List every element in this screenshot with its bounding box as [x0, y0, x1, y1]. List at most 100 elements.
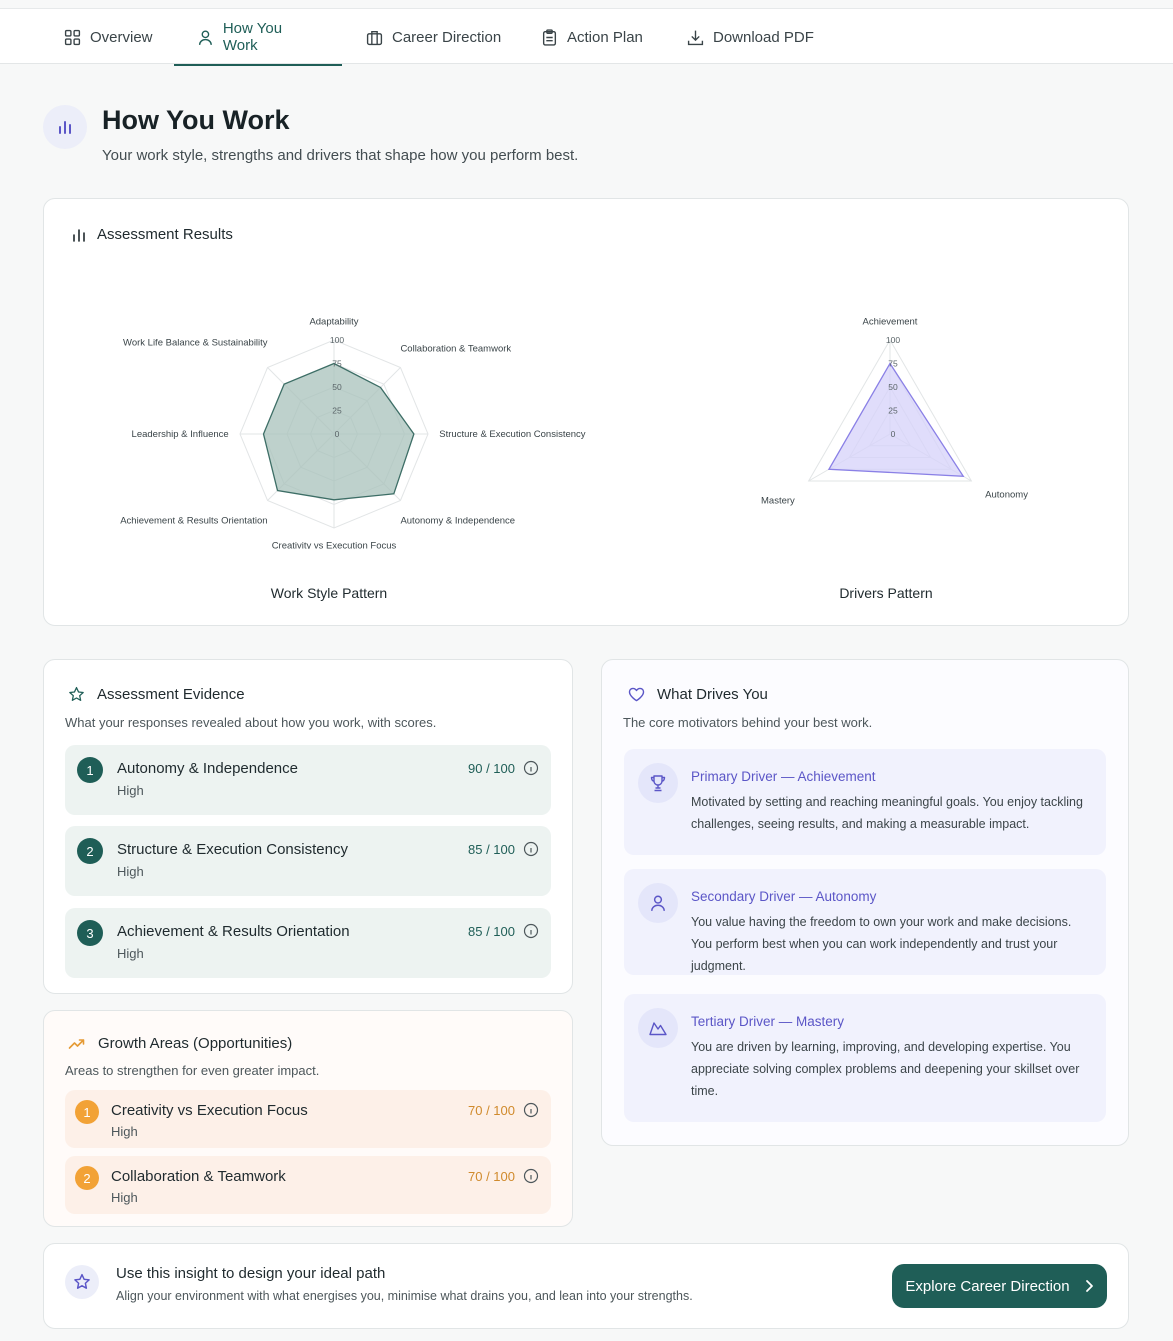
clipboard-icon [542, 28, 557, 46]
star-icon [65, 1265, 99, 1299]
driver-item-tertiary: Tertiary Driver — Mastery You are driven… [624, 994, 1106, 1122]
driver-title: Secondary Driver — Autonomy [691, 889, 877, 904]
driver-item-secondary: Secondary Driver — Autonomy You value ha… [624, 869, 1106, 975]
mountain-icon [638, 1008, 678, 1048]
info-icon[interactable] [523, 841, 539, 857]
drivers-subtitle: The core motivators behind your best wor… [623, 715, 873, 730]
cta-card: Use this insight to design your ideal pa… [43, 1243, 1129, 1329]
radar-category-label: Adaptability [309, 317, 358, 328]
tab-how-you-work[interactable]: How You Work [174, 9, 342, 66]
radar-tick-label: 75 [332, 359, 342, 369]
radar-category-label: Achievement [863, 317, 918, 328]
radar-series-area [827, 362, 965, 478]
radar-tick-label: 50 [332, 382, 342, 392]
explore-career-direction-button[interactable]: Explore Career Direction [892, 1264, 1107, 1308]
growth-item-score: 70 / 100 [468, 1169, 515, 1184]
chevron-right-icon [1085, 1280, 1093, 1292]
radar-category-label: Autonomy & Independence [400, 515, 515, 526]
evidence-item: 2 Structure & Execution Consistency High… [65, 826, 551, 896]
download-icon [687, 30, 704, 45]
rank-badge: 3 [77, 920, 103, 946]
driver-title: Tertiary Driver — Mastery [691, 1014, 845, 1029]
radar-tick-label: 100 [886, 335, 900, 345]
drivers-title: What Drives You [628, 686, 768, 703]
cta-subtitle: Align your environment with what energis… [116, 1289, 693, 1303]
radar-tick-label: 0 [335, 429, 340, 439]
rank-badge: 1 [75, 1100, 99, 1124]
work-style-radar-chart: 0 25 50 75 100 Adaptability Collaboration & Te… [120, 317, 586, 549]
growth-item-name: Collaboration & Teamwork [111, 1168, 286, 1185]
tab-label: Download PDF [713, 28, 814, 46]
info-icon[interactable] [523, 1102, 539, 1118]
tab-download-pdf[interactable]: Download PDF [687, 9, 814, 65]
growth-subtitle: Areas to strengthen for even greater imp… [65, 1063, 320, 1078]
evidence-title: Assessment Evidence [68, 686, 245, 703]
radar-tick-label: 0 [891, 429, 896, 439]
user-icon [198, 29, 212, 45]
evidence-item-level: High [117, 783, 144, 798]
radar-tick-label: 50 [888, 382, 898, 392]
grid-icon [64, 29, 81, 45]
results-title: Assessment Results [71, 226, 233, 243]
trending-up-icon [68, 1038, 85, 1049]
assessment-results-card: Assessment Results 0 25 50 75 100 Adaptabilit… [43, 198, 1129, 626]
growth-title: Growth Areas (Opportunities) [68, 1035, 292, 1052]
active-tab-indicator [174, 64, 342, 66]
radar-category-label: Structure & Execution Consistency [439, 429, 586, 440]
evidence-item-name: Achievement & Results Orientation [117, 923, 350, 940]
radar-tick-label: 75 [888, 359, 898, 369]
tab-overview[interactable]: Overview [64, 9, 153, 65]
radar-category-label: Collaboration & Teamwork [400, 344, 511, 355]
person-icon [638, 883, 678, 923]
evidence-subtitle: What your responses revealed about how y… [65, 715, 437, 730]
growth-title-text: Growth Areas (Opportunities) [98, 1035, 293, 1052]
work-style-caption: Work Style Pattern [270, 585, 388, 601]
what-drives-you-card: What Drives You The core motivators behi… [601, 659, 1129, 1146]
radar-series-area [262, 362, 415, 501]
rank-badge: 1 [77, 757, 103, 783]
evidence-item-name: Autonomy & Independence [117, 760, 298, 777]
tab-bar: Overview How You Work Career Direction A… [0, 8, 1173, 66]
radar-tick-label: 25 [888, 406, 898, 416]
tab-label: Career Direction [392, 28, 502, 46]
page-title: How You Work [102, 105, 290, 135]
page-subtitle: Your work style, strengths and drivers t… [102, 147, 579, 164]
growth-item-level: High [111, 1190, 138, 1205]
star-icon [69, 686, 84, 701]
heart-icon [628, 687, 645, 702]
results-title-text: Assessment Results [97, 226, 233, 243]
driver-item-primary: Primary Driver — Achievement Motivated b… [624, 749, 1106, 855]
driver-description: Motivated by setting and reaching meanin… [691, 795, 1083, 831]
tab-career-direction[interactable]: Career Direction [366, 9, 501, 65]
cta-title: Use this insight to design your ideal pa… [116, 1265, 386, 1282]
evidence-title-text: Assessment Evidence [97, 686, 245, 703]
drivers-caption: Drivers Pattern [839, 585, 933, 601]
radar-grid-ring [807, 338, 973, 482]
radar-category-label: Achievement & Results Orientation [120, 515, 267, 526]
evidence-item: 3 Achievement & Results Orientation High… [65, 908, 551, 978]
driver-description: You value having the freedom to own your… [691, 915, 1072, 973]
trophy-icon [638, 763, 678, 803]
growth-item-name: Creativity vs Execution Focus [111, 1102, 308, 1119]
tab-label: Action Plan [567, 28, 643, 46]
radar-category-label: Creativity vs Execution Focus [272, 540, 397, 549]
info-icon[interactable] [523, 923, 539, 939]
button-label: Explore Career Direction [905, 1277, 1070, 1295]
growth-item-level: High [111, 1124, 138, 1139]
bar-chart-icon [73, 228, 85, 242]
evidence-item-score: 85 / 100 [468, 842, 515, 857]
info-icon[interactable] [523, 760, 539, 776]
tab-label: Overview [90, 28, 153, 46]
radar-tick-label: 25 [332, 406, 342, 416]
growth-item: 2 Collaboration & Teamwork High 70 / 100 [65, 1156, 551, 1214]
driver-description: You are driven by learning, improving, a… [691, 1040, 1080, 1098]
tab-label: How You Work [222, 20, 283, 54]
growth-item: 1 Creativity vs Execution Focus High 70 … [65, 1090, 551, 1148]
radar-category-label: Work Life Balance & Sustainability [123, 338, 268, 349]
tab-action-plan[interactable]: Action Plan [541, 9, 643, 65]
rank-badge: 2 [77, 838, 103, 864]
assessment-evidence-card: Assessment Evidence What your responses … [43, 659, 573, 994]
evidence-item-name: Structure & Execution Consistency [117, 841, 348, 858]
info-icon[interactable] [523, 1168, 539, 1184]
radar-category-label: Leadership & Influence [132, 429, 229, 440]
